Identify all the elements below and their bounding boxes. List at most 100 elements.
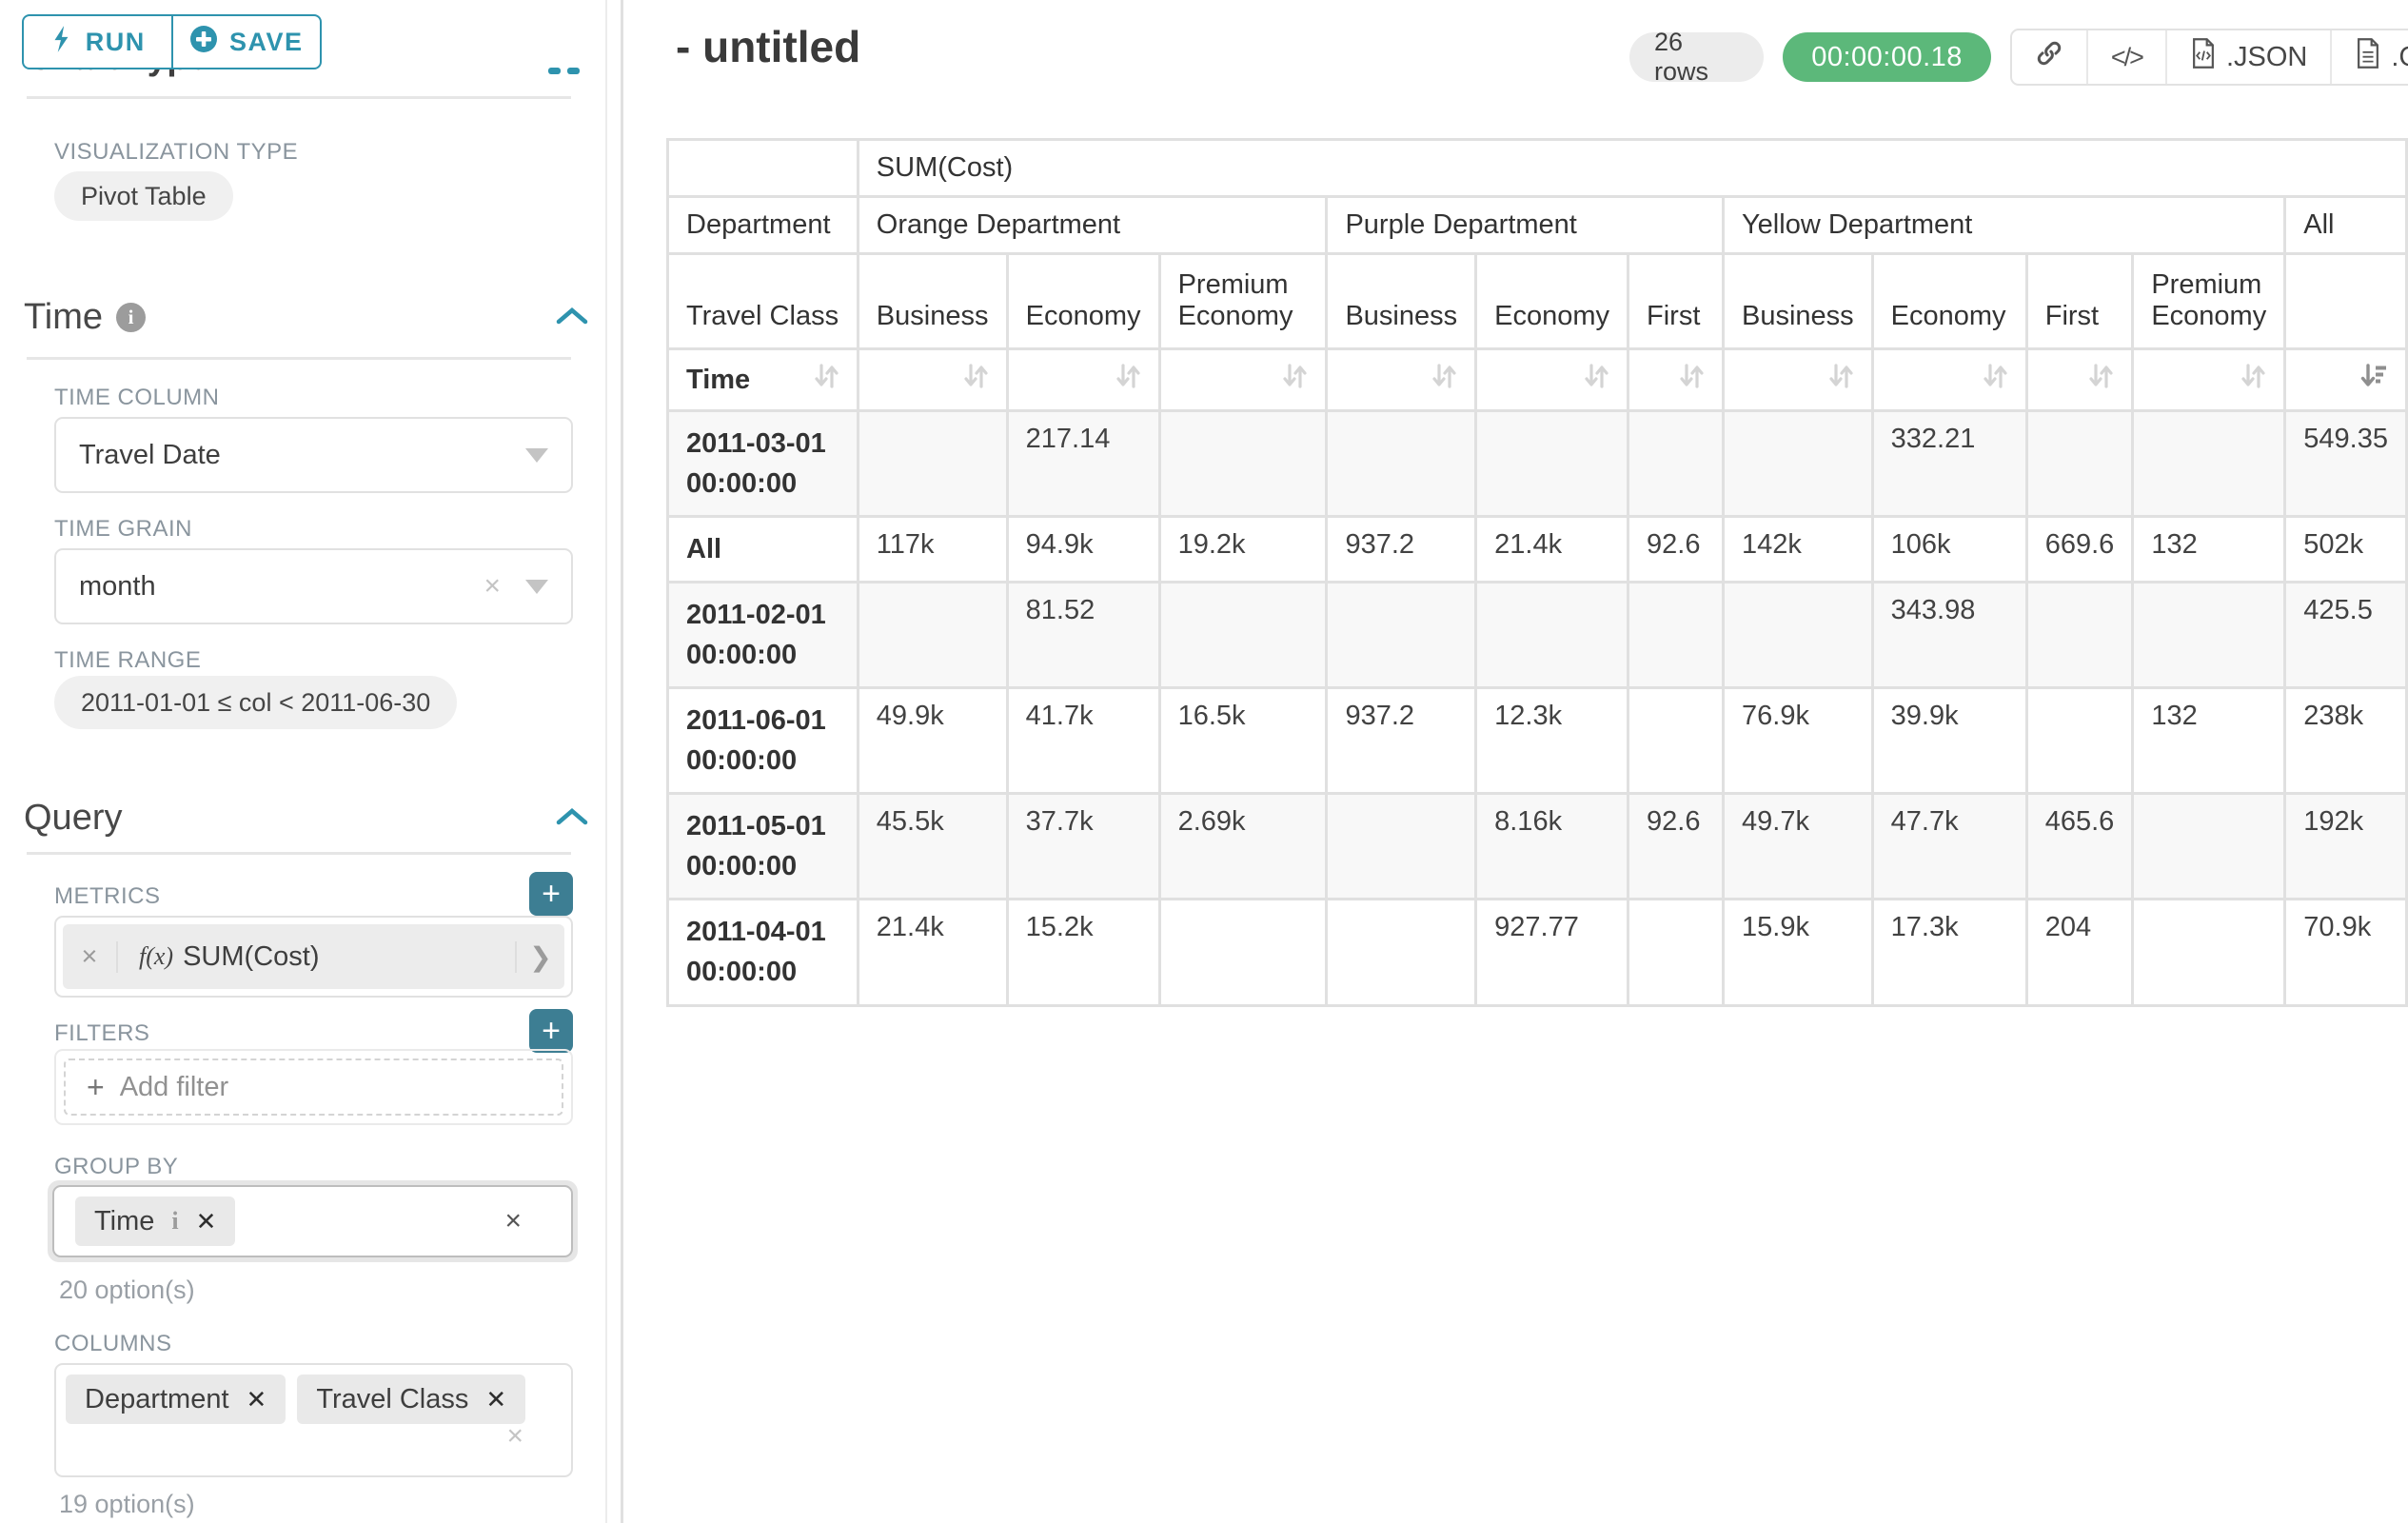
value-cell [1627,898,1725,1007]
clipped-icon-dot [548,68,561,74]
column-sort-header[interactable] [1870,347,2028,412]
column-sort-header[interactable] [1474,347,1630,412]
csv-file-icon [2355,38,2381,76]
column-sort-header[interactable] [1627,347,1725,412]
time-range-pill[interactable]: 2011-01-01 ≤ col < 2011-06-30 [54,676,458,729]
clear-icon[interactable]: × [506,1420,523,1452]
sort-toggle-icon [1983,362,2008,398]
value-cell: 17.3k [1870,898,2028,1007]
value-cell: 92.6 [1627,792,1725,901]
save-button[interactable]: SAVE [170,16,321,68]
value-cell: 8.16k [1474,792,1630,901]
department-header-row: Department Orange Department Purple Depar… [666,195,2408,255]
columns-options-hint: 19 option(s) [59,1490,195,1518]
row-header: 2011-04-01 00:00:00 [666,898,859,1007]
clear-icon[interactable]: × [484,570,501,602]
metric-header-row: SUM(Cost) [666,138,2408,198]
time-column-select[interactable]: Travel Date [54,417,573,493]
metric-label: SUM(Cost) [183,940,320,972]
chart-title[interactable]: - untitled [676,22,861,71]
viz-type-pill[interactable]: Pivot Table [54,171,233,221]
sort-toggle-icon [2240,362,2266,398]
column-sort-header[interactable] [2131,347,2287,412]
remove-tag-icon[interactable]: ✕ [485,1384,507,1414]
value-cell [2024,686,2135,796]
value-cell: 937.2 [1325,515,1478,584]
column-sort-header[interactable] [1722,347,1874,412]
column-sort-header[interactable] [1005,347,1161,412]
value-cell [1627,581,1725,690]
value-cell: 92.6 [1627,515,1725,584]
query-section-heading: Query [24,798,123,838]
run-button[interactable]: RUN [24,16,171,68]
value-cell: 117k [856,515,1009,584]
remove-tag-icon[interactable]: ✕ [246,1384,267,1414]
value-cell: 94.9k [1005,515,1161,584]
sidebar-scrollbar[interactable] [605,0,607,1523]
value-cell [2131,408,2287,519]
embed-code-button[interactable]: </> [2085,30,2165,84]
sort-toggle-icon [963,362,989,398]
column-sort-header[interactable] [2024,347,2135,412]
columns-select[interactable]: Department ✕ Travel Class ✕ × [54,1363,573,1477]
selected-option-tag[interactable]: Time i ✕ [75,1197,236,1246]
clipped-icon-dot [567,68,580,74]
value-cell [2131,581,2287,690]
selected-option-tag[interactable]: Travel Class ✕ [297,1375,526,1424]
add-filter-plus-button[interactable]: + [529,1009,573,1053]
chevron-right-icon[interactable]: ❯ [515,940,564,973]
value-cell [856,581,1009,690]
travel-class-header [2283,252,2408,350]
group-by-options-hint: 20 option(s) [59,1276,195,1304]
selected-option-tag[interactable]: Department ✕ [66,1375,286,1424]
value-cell: 15.9k [1722,898,1874,1007]
sort-toggle-icon [1584,362,1609,398]
column-sort-header[interactable] [856,347,1009,412]
column-sort-header[interactable] [2283,347,2408,412]
json-file-icon [2190,38,2217,76]
metric-pill[interactable]: × f(x) SUM(Cost) ❯ [63,924,564,989]
add-metric-button[interactable]: + [529,872,573,916]
time-sort-header[interactable]: Time [666,347,859,412]
table-row: All 117k 94.9k 19.2k 937.2 21.4k 92.6 142k 106k 6… [666,515,2408,584]
export-csv-button[interactable]: .CSV [2330,30,2408,84]
travel-class-header: Economy [1474,252,1630,350]
group-by-label: GROUP BY [54,1154,179,1179]
clear-icon[interactable]: × [504,1205,522,1236]
remove-tag-icon[interactable]: ✕ [195,1206,217,1236]
collapse-time-chevron-icon[interactable] [556,307,588,326]
copy-link-button[interactable] [2012,30,2086,84]
value-cell: 106k [1870,515,2028,584]
value-cell [2024,581,2135,690]
group-by-select[interactable]: Time i ✕ × [48,1180,578,1262]
value-cell [1157,581,1329,690]
export-json-button[interactable]: .JSON [2164,30,2330,84]
corner-cell [666,138,859,198]
department-group-header: All [2283,195,2408,255]
value-cell [1325,581,1478,690]
info-icon[interactable]: i [116,303,147,332]
value-cell: 238k [2283,686,2408,796]
plus-circle-icon [189,25,218,60]
code-icon: </> [2110,42,2144,71]
header-badges: 26 rows 00:00:00.18 </> .JSON [1629,28,2408,86]
remove-metric-icon[interactable]: × [63,940,118,973]
info-icon: i [171,1207,179,1235]
sort-toggle-icon [1431,362,1457,398]
value-cell: 132 [2131,515,2287,584]
divider [27,852,571,855]
value-cell: 927.77 [1474,898,1630,1007]
collapse-query-chevron-icon[interactable] [556,807,588,826]
column-sort-header[interactable] [1325,347,1478,412]
travel-class-header: First [2024,252,2135,350]
add-filter-button[interactable]: + Add filter [64,1058,563,1116]
sort-toggle-icon [1828,362,1854,398]
value-cell: 21.4k [1474,515,1630,584]
row-header: 2011-02-01 00:00:00 [666,581,859,690]
divider [27,357,571,360]
time-grain-select[interactable]: month × [54,548,573,624]
caret-down-icon [525,579,548,594]
column-sort-header[interactable] [1157,347,1329,412]
plus-icon: + [87,1069,105,1104]
table-row: 2011-05-01 00:00:00 45.5k 37.7k 2.69k 8.16k 9… [666,792,2408,901]
